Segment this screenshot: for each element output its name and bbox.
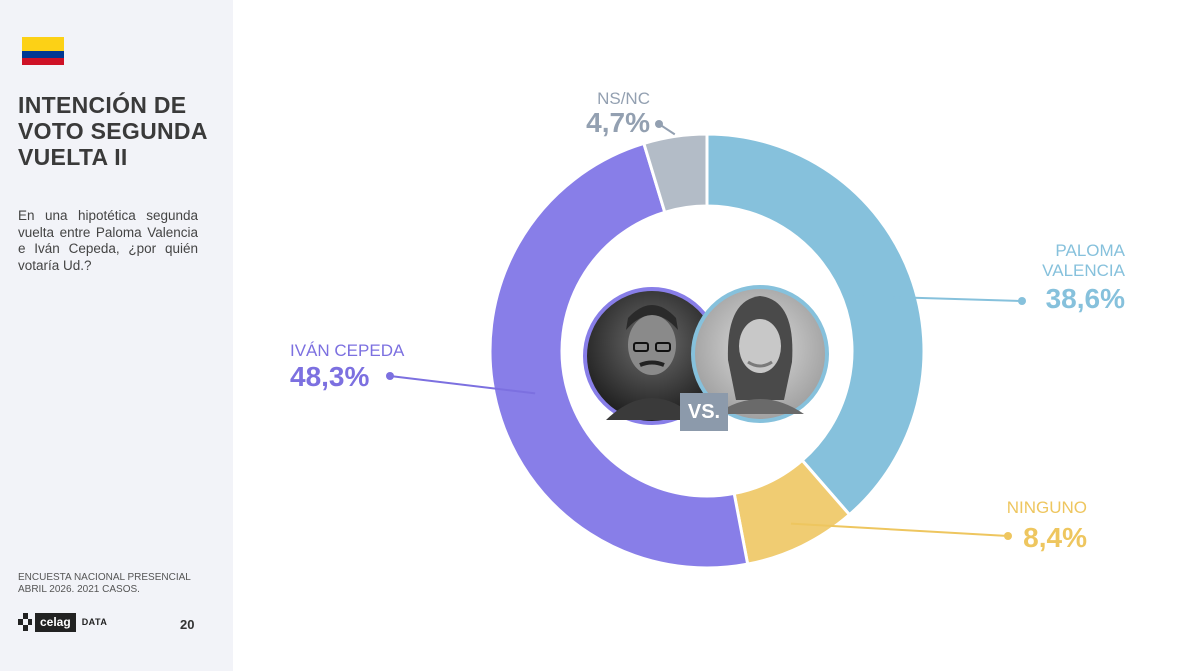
label-name-ninguno: NINGUNO bbox=[1007, 498, 1087, 517]
label-name-paloma-valencia: VALENCIA bbox=[1042, 261, 1125, 280]
label-name-ns-nc: NS/NC bbox=[597, 89, 650, 108]
leader-dot-ns-nc bbox=[655, 120, 663, 128]
label-value-ninguno: 8,4% bbox=[1023, 522, 1087, 553]
vs-badge: VS. bbox=[680, 393, 728, 431]
leader-dot-iván-cepeda bbox=[386, 372, 394, 380]
label-name-iván-cepeda: IVÁN CEPEDA bbox=[290, 341, 405, 360]
label-value-paloma-valencia: 38,6% bbox=[1046, 283, 1125, 314]
leader-dot-ninguno bbox=[1004, 532, 1012, 540]
label-name-paloma-valencia: PALOMA bbox=[1055, 241, 1125, 260]
label-value-ns-nc: 4,7% bbox=[586, 107, 650, 138]
leader-dot-paloma-valencia bbox=[1018, 297, 1026, 305]
label-value-iván-cepeda: 48,3% bbox=[290, 361, 369, 392]
